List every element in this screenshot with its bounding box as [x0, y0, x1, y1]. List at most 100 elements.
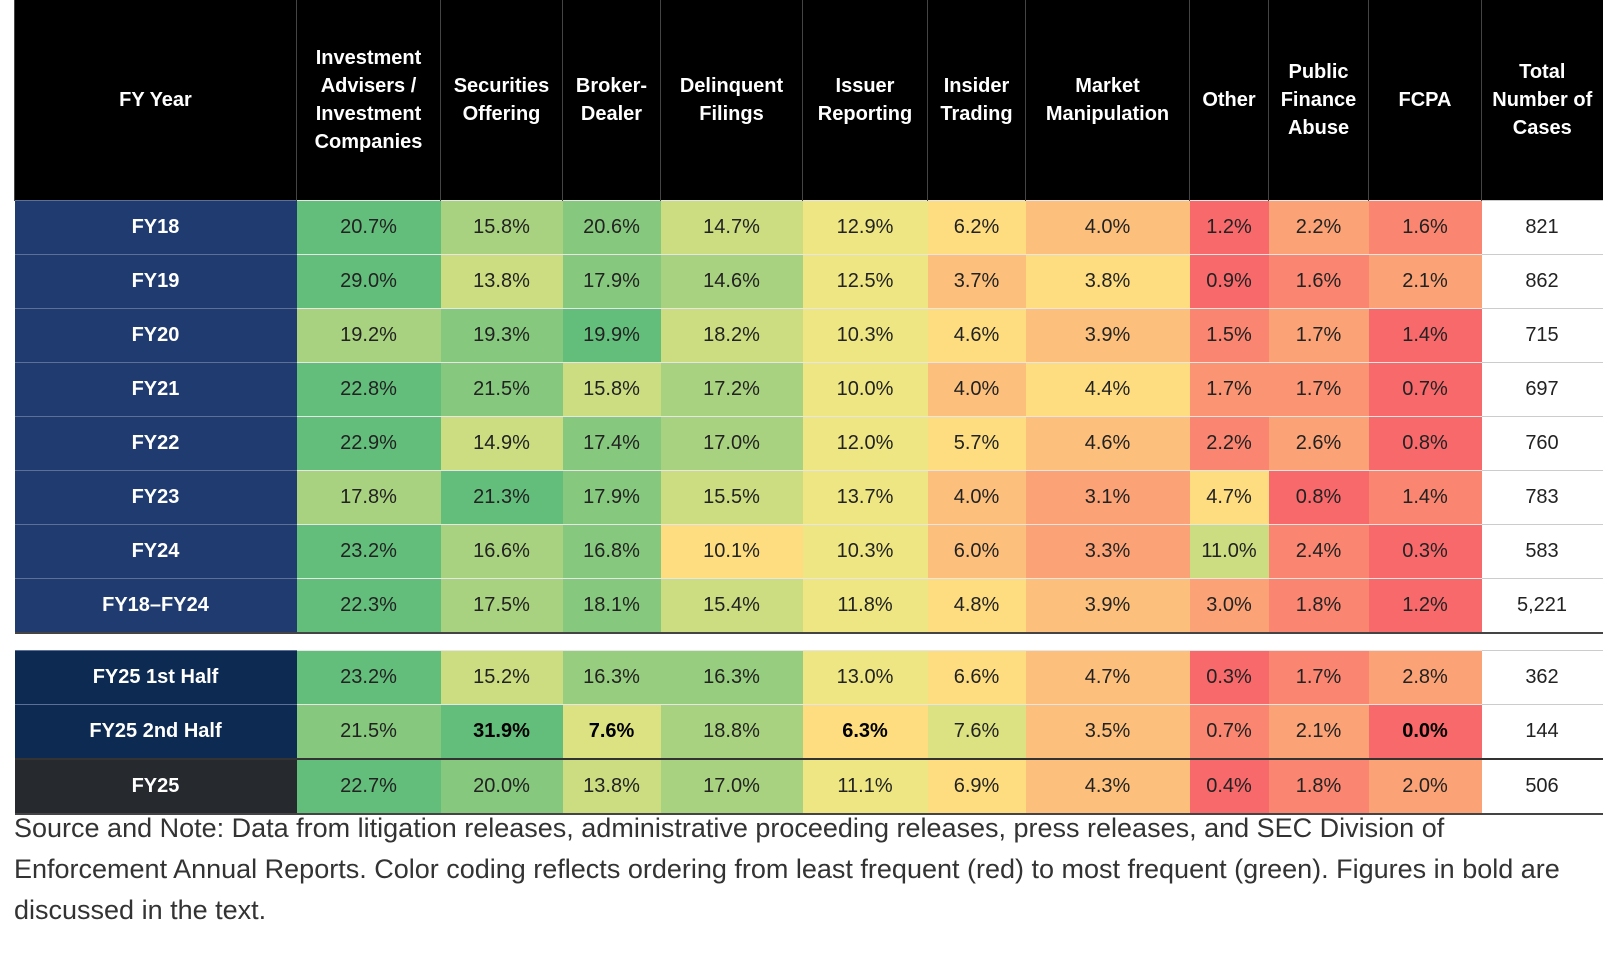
total-cell: 583 [1481, 524, 1603, 579]
total-cell: 362 [1481, 650, 1603, 705]
share-cell: 17.9% [562, 254, 661, 309]
share-cell: 7.6% [927, 704, 1026, 759]
share-cell: 3.0% [1189, 578, 1269, 634]
total-cell: 144 [1481, 704, 1603, 759]
share-cell: 0.8% [1368, 416, 1482, 471]
share-cell: 15.8% [562, 362, 661, 417]
share-cell: 15.2% [440, 650, 563, 705]
table-row: FY25 22.7% 20.0% 13.8% 17.0% 11.1% 6.9% 4.3% 0.4… [14, 758, 1603, 815]
share-cell: 10.3% [802, 308, 928, 363]
share-cell: 1.6% [1268, 254, 1369, 309]
row-label: FY25 2nd Half [14, 704, 297, 759]
share-cell: 0.7% [1189, 704, 1269, 759]
table-row: FY21 22.8% 21.5% 15.8% 17.2% 10.0% 4.0% 4.4% 1.7… [14, 362, 1603, 417]
share-cell: 1.7% [1268, 362, 1369, 417]
share-cell: 6.9% [927, 758, 1026, 815]
share-cell: 0.8% [1268, 470, 1369, 525]
table-wrap: FY Year Investment Advisers / Investment … [14, 0, 1603, 815]
share-cell: 17.0% [660, 416, 803, 471]
share-cell: 19.3% [440, 308, 563, 363]
share-cell: 16.3% [660, 650, 803, 705]
share-cell: 1.4% [1368, 308, 1482, 363]
column-header: Securities Offering [440, 0, 563, 201]
share-cell: 3.1% [1025, 470, 1190, 525]
share-cell: 17.8% [296, 470, 441, 525]
table-row: FY18 20.7% 15.8% 20.6% 14.7% 12.9% 6.2% 4.0% 1.2… [14, 200, 1603, 255]
share-cell: 15.5% [660, 470, 803, 525]
share-cell: 4.7% [1025, 650, 1190, 705]
share-cell: 21.5% [440, 362, 563, 417]
share-cell: 4.4% [1025, 362, 1190, 417]
share-cell: 4.0% [1025, 200, 1190, 255]
column-header: Delinquent Filings [660, 0, 803, 201]
table-body: FY18 20.7% 15.8% 20.6% 14.7% 12.9% 6.2% 4.0% 1.2… [14, 200, 1603, 815]
total-cell: 760 [1481, 416, 1603, 471]
share-cell: 1.6% [1368, 200, 1482, 255]
share-cell: 0.0% [1368, 704, 1482, 759]
share-cell: 3.3% [1025, 524, 1190, 579]
share-cell: 6.3% [802, 704, 928, 759]
share-cell: 17.4% [562, 416, 661, 471]
source-note: Source and Note: Data from litigation re… [14, 813, 1560, 925]
share-cell: 18.2% [660, 308, 803, 363]
column-header: FCPA [1368, 0, 1482, 201]
share-cell: 6.0% [927, 524, 1026, 579]
share-cell: 16.6% [440, 524, 563, 579]
gap-cell [14, 633, 1603, 651]
share-cell: 3.8% [1025, 254, 1190, 309]
enforcement-table: FY Year Investment Advisers / Investment … [14, 0, 1603, 815]
share-cell: 4.0% [927, 362, 1026, 417]
share-cell: 1.7% [1268, 650, 1369, 705]
share-cell: 13.0% [802, 650, 928, 705]
row-label: FY23 [14, 470, 297, 525]
total-cell: 697 [1481, 362, 1603, 417]
share-cell: 13.7% [802, 470, 928, 525]
share-cell: 19.2% [296, 308, 441, 363]
share-cell: 0.4% [1189, 758, 1269, 815]
share-cell: 2.2% [1189, 416, 1269, 471]
share-cell: 14.7% [660, 200, 803, 255]
share-cell: 31.9% [440, 704, 563, 759]
row-label: FY22 [14, 416, 297, 471]
table-row: FY20 19.2% 19.3% 19.9% 18.2% 10.3% 4.6% 3.9% 1.5… [14, 308, 1603, 363]
section-gap [14, 633, 1603, 651]
share-cell: 0.9% [1189, 254, 1269, 309]
share-cell: 1.7% [1189, 362, 1269, 417]
table-row: FY24 23.2% 16.6% 16.8% 10.1% 10.3% 6.0% 3.3% 11.… [14, 524, 1603, 579]
row-label: FY18 [14, 200, 297, 255]
row-label: FY19 [14, 254, 297, 309]
total-cell: 506 [1481, 758, 1603, 815]
total-cell: 821 [1481, 200, 1603, 255]
share-cell: 11.0% [1189, 524, 1269, 579]
column-header: Total Number of Cases [1481, 0, 1603, 201]
share-cell: 0.3% [1189, 650, 1269, 705]
row-label: FY24 [14, 524, 297, 579]
share-cell: 2.8% [1368, 650, 1482, 705]
column-header: Insider Trading [927, 0, 1026, 201]
share-cell: 3.9% [1025, 578, 1190, 634]
share-cell: 2.1% [1368, 254, 1482, 309]
share-cell: 3.9% [1025, 308, 1190, 363]
share-cell: 18.8% [660, 704, 803, 759]
share-cell: 22.7% [296, 758, 441, 815]
row-label: FY18–FY24 [14, 578, 297, 634]
share-cell: 10.3% [802, 524, 928, 579]
table-row: FY25 2nd Half 21.5% 31.9% 7.6% 18.8% 6.3% 7.6%… [14, 704, 1603, 759]
share-cell: 1.4% [1368, 470, 1482, 525]
share-cell: 16.8% [562, 524, 661, 579]
share-cell: 23.2% [296, 524, 441, 579]
total-cell: 715 [1481, 308, 1603, 363]
share-cell: 4.6% [927, 308, 1026, 363]
share-cell: 4.3% [1025, 758, 1190, 815]
share-cell: 21.3% [440, 470, 563, 525]
share-cell: 2.0% [1368, 758, 1482, 815]
share-cell: 1.8% [1268, 578, 1369, 634]
share-cell: 2.1% [1268, 704, 1369, 759]
share-cell: 10.0% [802, 362, 928, 417]
share-cell: 19.9% [562, 308, 661, 363]
share-cell: 4.7% [1189, 470, 1269, 525]
row-label: FY25 [14, 758, 297, 815]
share-cell: 1.7% [1268, 308, 1369, 363]
total-cell: 862 [1481, 254, 1603, 309]
